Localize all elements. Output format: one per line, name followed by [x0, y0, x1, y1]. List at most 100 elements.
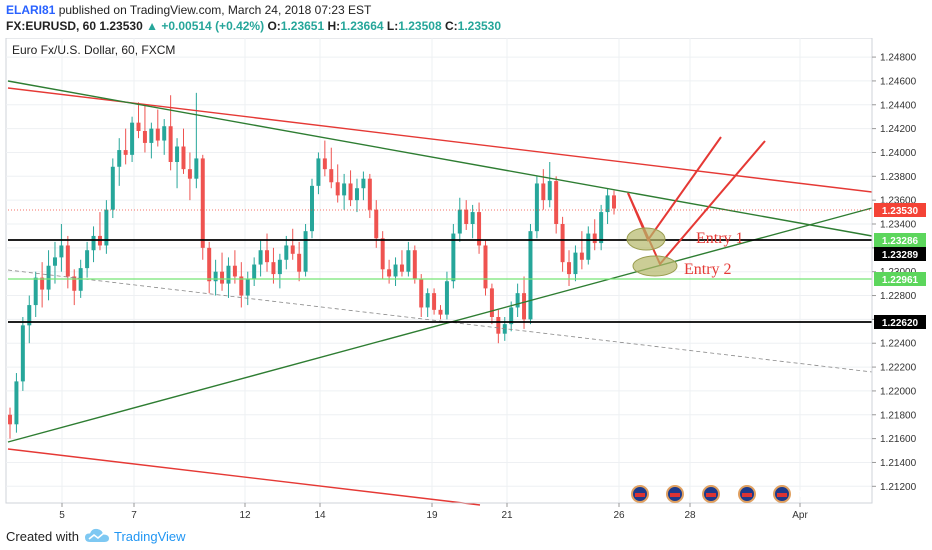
candle-body	[14, 381, 19, 425]
high-value: 1.23664	[340, 19, 384, 33]
time-axis[interactable]: 5 7 12 14 19 21 26 28 Apr	[6, 502, 872, 521]
candle-body	[567, 262, 572, 275]
y-tick-label: 1.24800	[880, 53, 917, 64]
tradingview-brand[interactable]: TradingView	[114, 529, 186, 544]
candle-body	[46, 265, 51, 290]
price-label-red: 1.23530	[882, 206, 919, 217]
candle-body	[432, 293, 437, 310]
created-with-text: Created with	[6, 529, 79, 544]
y-tick-label: 1.21600	[880, 434, 917, 445]
event-badge-count: 3	[685, 489, 690, 499]
candle-body	[155, 128, 160, 141]
candle-body	[265, 250, 270, 263]
drawings: Entry 1 Entry 2 Euro Fx/U.S. Dollar, 60,…	[7, 43, 873, 506]
candle-body	[387, 269, 392, 277]
candle-body	[117, 150, 122, 167]
price-label-black: 1.22620	[882, 318, 919, 329]
y-tick-label: 1.24000	[880, 148, 917, 159]
candle-body	[290, 245, 295, 254]
candle-body	[380, 238, 385, 270]
close-value: 1.23530	[457, 19, 502, 33]
y-tick-label: 1.22200	[880, 363, 917, 374]
entry-2-zone[interactable]	[632, 255, 678, 277]
y-tick-label: 1.24600	[880, 76, 917, 87]
open-value: 1.23651	[280, 19, 325, 33]
event-badge-count: 5	[757, 489, 762, 499]
price-label-green: 1.23286	[882, 236, 919, 247]
open-label: O:	[267, 19, 281, 33]
y-tick-label: 1.23400	[880, 220, 917, 231]
plot-frame	[5, 38, 873, 504]
candle-body	[335, 182, 340, 196]
price-label-black: 1.23289	[882, 250, 919, 261]
author-name[interactable]: ELARI81	[6, 3, 56, 17]
close-label: C:	[444, 19, 458, 33]
price-label-box	[874, 203, 926, 217]
price-label-box	[874, 247, 926, 261]
y-tick-label: 1.22000	[880, 386, 917, 397]
x-tick-label: 21	[501, 510, 513, 521]
candle-body	[470, 212, 475, 224]
dashed-trendline[interactable]	[7, 269, 873, 373]
candle-body	[258, 250, 263, 265]
x-tick-label: 14	[314, 510, 326, 521]
candle-body	[522, 293, 527, 320]
candle-body	[123, 150, 128, 155]
candle-body	[419, 278, 424, 308]
candle-body	[316, 158, 321, 186]
price-change: +0.00514 (+0.42%)	[161, 19, 265, 33]
candle-body	[252, 264, 257, 279]
x-tick-label: 12	[239, 510, 251, 521]
candle-body	[303, 231, 308, 272]
symbol-label: FX:EURUSD, 60	[6, 19, 97, 33]
low-value: 1.23508	[398, 19, 442, 33]
candle-body	[130, 122, 135, 155]
flag-stripe-icon	[777, 493, 787, 497]
y-tick-label: 1.23800	[880, 172, 917, 183]
entry-1-zone[interactable]	[626, 227, 666, 251]
candle-body	[592, 233, 597, 244]
publish-info: published on TradingView.com, March 24, …	[58, 3, 372, 17]
candle-body	[168, 126, 173, 162]
flag-stripe-icon	[635, 493, 645, 497]
candle-body	[104, 209, 109, 246]
candle-body	[213, 271, 218, 282]
candle-body	[52, 257, 57, 266]
candle-body	[20, 325, 25, 382]
tradingview-cloud-icon	[85, 528, 109, 542]
candle-body	[534, 183, 539, 232]
flag-stripe-icon	[670, 493, 680, 497]
candle-body	[451, 233, 456, 282]
candle-body	[33, 277, 38, 306]
candle-body	[149, 128, 154, 143]
event-badge-count: 3	[650, 489, 655, 499]
entry-1-label: Entry 1	[696, 230, 744, 247]
x-tick-label: 26	[613, 510, 625, 521]
publish-line: ELARI81 published on TradingView.com, Ma…	[6, 3, 371, 17]
candle-body	[444, 281, 449, 315]
candle-body	[464, 209, 469, 224]
upper-red-trendline[interactable]	[7, 87, 873, 193]
y-tick-label: 1.24400	[880, 100, 917, 111]
candle-body	[528, 231, 533, 320]
price-label-box	[874, 272, 926, 286]
candle-body	[59, 245, 64, 258]
candle-body	[496, 317, 501, 334]
lower-red-trendline[interactable]	[7, 448, 481, 506]
price-chart[interactable]: Entry 1 Entry 2 Euro Fx/U.S. Dollar, 60,…	[0, 38, 932, 523]
x-tick-label: 19	[426, 510, 438, 521]
candle-body	[310, 185, 314, 232]
chart-title: Euro Fx/U.S. Dollar, 60, FXCM	[12, 43, 175, 57]
candle-body	[8, 414, 12, 425]
ascending-green-trendline[interactable]	[7, 207, 873, 443]
price-axis[interactable]: 1.24800 1.24600 1.24400 1.24200 1.24000 1.238…	[871, 38, 917, 503]
candles	[8, 92, 616, 439]
candle-body	[85, 250, 90, 269]
x-tick-label: Apr	[792, 510, 808, 521]
candle-body	[612, 195, 616, 209]
event-badge-count: 34	[792, 489, 802, 499]
price-labels: 1.23530 1.23286 1.23289 1.22961 1.22620	[874, 203, 926, 329]
candle-body	[207, 247, 212, 282]
flag-stripe-icon	[706, 493, 716, 497]
candle-body	[477, 212, 482, 246]
